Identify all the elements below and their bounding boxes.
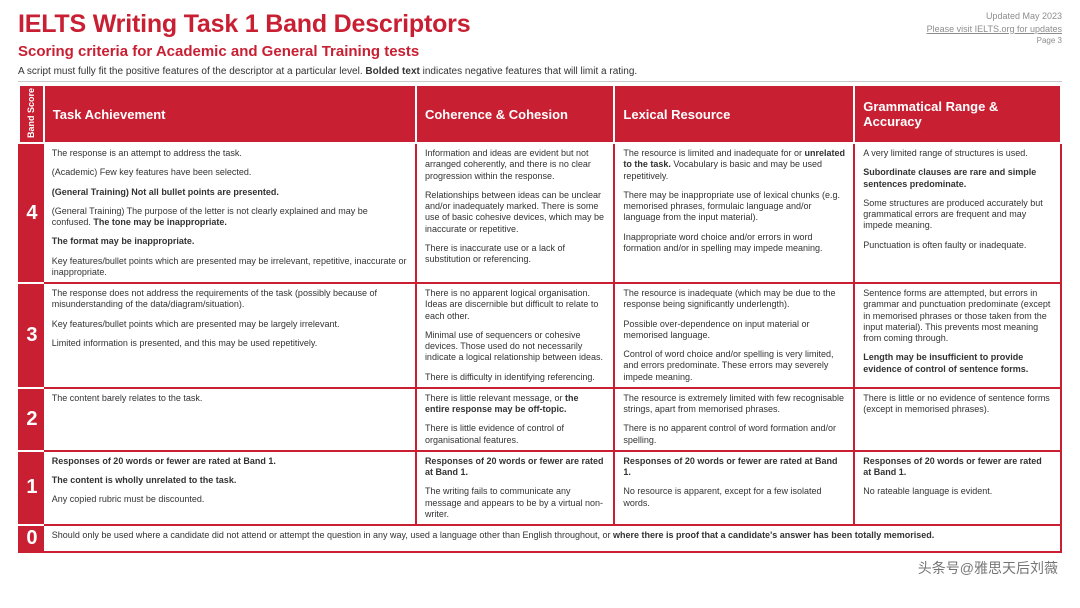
band-number: 4 [19, 143, 44, 283]
table-row: 3 The response does not address the requ… [19, 283, 1061, 388]
page-number: Page 3 [927, 35, 1062, 46]
cell-gr-2: There is little or no evidence of senten… [854, 388, 1061, 451]
cell-cc-4: Information and ideas are evident but no… [416, 143, 614, 283]
cell-ta-2: The content barely relates to the task. [44, 388, 416, 451]
band-number: 1 [19, 451, 44, 525]
cell-cc-2: There is little relevant message, or the… [416, 388, 614, 451]
updated-text: Updated May 2023 [927, 10, 1062, 23]
cell-ta-4: The response is an attempt to address th… [44, 143, 416, 283]
cell-gr-3: Sentence forms are attempted, but errors… [854, 283, 1061, 388]
table-row: 2 The content barely relates to the task… [19, 388, 1061, 451]
table-row: 1 Responses of 20 words or fewer are rat… [19, 451, 1061, 525]
cell-lr-3: The resource is inadequate (which may be… [614, 283, 854, 388]
cell-gr-4: A very limited range of structures is us… [854, 143, 1061, 283]
intro-text: A script must fully fit the positive fea… [18, 62, 1062, 82]
col-task-achievement: Task Achievement [44, 85, 416, 143]
col-lexical-resource: Lexical Resource [614, 85, 854, 143]
cell-band-0: Should only be used where a candidate di… [44, 525, 1061, 552]
header-meta: Updated May 2023 Please visit IELTS.org … [927, 10, 1062, 46]
cell-lr-2: The resource is extremely limited with f… [614, 388, 854, 451]
page-subtitle: Scoring criteria for Academic and Genera… [18, 43, 470, 60]
descriptors-table: Band Score Task Achievement Coherence & … [18, 84, 1062, 553]
cell-ta-3: The response does not address the requir… [44, 283, 416, 388]
table-row: 0 Should only be used where a candidate … [19, 525, 1061, 552]
visit-link[interactable]: Please visit IELTS.org for updates [927, 23, 1062, 36]
cell-ta-1: Responses of 20 words or fewer are rated… [44, 451, 416, 525]
col-coherence-cohesion: Coherence & Cohesion [416, 85, 614, 143]
band-number: 0 [19, 525, 44, 552]
cell-lr-4: The resource is limited and inadequate f… [614, 143, 854, 283]
cell-lr-1: Responses of 20 words or fewer are rated… [614, 451, 854, 525]
page-title: IELTS Writing Task 1 Band Descriptors [18, 10, 470, 39]
watermark-text: 头条号@雅思天后刘薇 [918, 558, 1058, 578]
table-row: 4 The response is an attempt to address … [19, 143, 1061, 283]
col-band-score: Band Score [19, 85, 44, 143]
band-number: 3 [19, 283, 44, 388]
cell-cc-1: Responses of 20 words or fewer are rated… [416, 451, 614, 525]
cell-gr-1: Responses of 20 words or fewer are rated… [854, 451, 1061, 525]
band-number: 2 [19, 388, 44, 451]
cell-cc-3: There is no apparent logical organisatio… [416, 283, 614, 388]
col-grammatical-range: Grammatical Range & Accuracy [854, 85, 1061, 143]
